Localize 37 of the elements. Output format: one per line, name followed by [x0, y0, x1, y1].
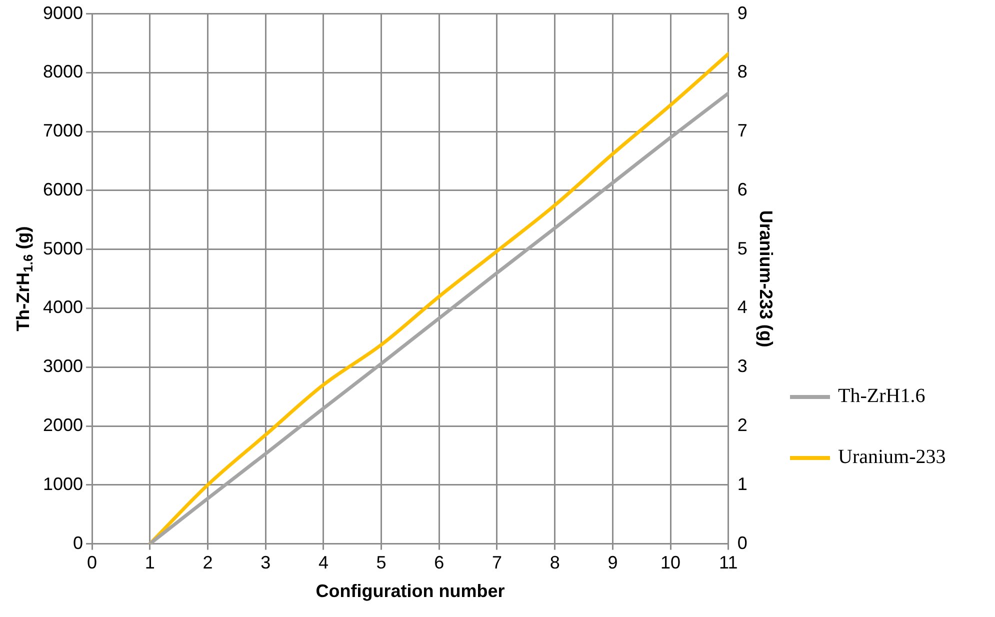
y-axis-title: Th-ZrH1.6 (g) [12, 226, 36, 332]
y2-tick-label: 2 [737, 414, 748, 435]
x-tick-label: 3 [260, 552, 271, 573]
y2-tick-label: 3 [737, 356, 748, 376]
y2-tick-label: 4 [737, 297, 748, 318]
x-tick-label: 5 [376, 552, 386, 573]
y-tick-label: 5000 [42, 238, 84, 258]
legend-label: Th-ZrH1.6 [838, 385, 926, 408]
y-tick-label: 9000 [42, 2, 84, 23]
y-tick-label: 0 [73, 532, 84, 553]
y-tick-label: 7000 [42, 120, 84, 141]
y2-tick-label: 1 [737, 474, 748, 494]
x-tick-label: 2 [202, 552, 213, 573]
y-tick-label: 6000 [42, 179, 84, 200]
y-tick-label: 2000 [42, 414, 84, 435]
x-tick-label: 6 [434, 552, 444, 573]
y-tick-label: 8000 [42, 62, 84, 82]
x-tick-label: 1 [144, 552, 155, 573]
y2-tick-label: 7 [737, 120, 748, 141]
y2-tick-label: 9 [737, 2, 748, 23]
x-tick-label: 8 [550, 552, 560, 573]
x-tick-label: 7 [492, 552, 502, 573]
x-tick-label: 11 [719, 552, 738, 573]
legend-label: Uranium-233 [838, 446, 946, 469]
x-axis-title: Configuration number [316, 581, 505, 602]
x-tick-label: 10 [660, 552, 681, 573]
x-tick-label: 4 [318, 552, 328, 573]
x-tick-label: 9 [608, 552, 618, 573]
x-tick-label: 0 [87, 552, 98, 573]
y2-tick-label: 8 [737, 62, 748, 82]
y2-tick-label: 5 [737, 238, 748, 258]
y-tick-label: 1000 [42, 474, 84, 494]
y-tick-label: 3000 [42, 356, 84, 376]
y2-tick-label: 6 [737, 179, 748, 200]
y2-axis-title: Uranium-233 (g) [756, 210, 776, 348]
y2-tick-label: 0 [737, 532, 748, 553]
y-tick-label: 4000 [42, 297, 84, 318]
